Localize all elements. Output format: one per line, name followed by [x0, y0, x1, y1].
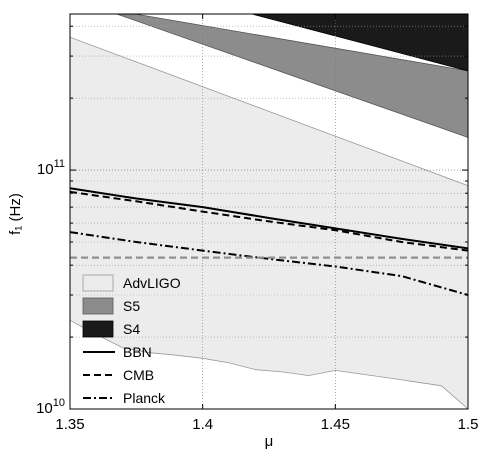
legend-label-advligo: AdvLIGO — [123, 275, 181, 291]
series-line-bbn — [70, 187, 468, 250]
x-axis-label: μ — [265, 433, 274, 450]
legend-swatch-advligo — [82, 274, 114, 292]
region-s4 — [251, 14, 468, 72]
legend-swatch-s5 — [82, 297, 114, 315]
y-tick-label: 1010 — [36, 397, 65, 417]
legend-label-bbn: BBN — [123, 344, 152, 360]
legend: AdvLIGO S5 S4 BBN CMB Planck — [82, 274, 181, 406]
x-tick-label: 1.4 — [192, 416, 213, 433]
x-tick-label: 1.35 — [55, 416, 84, 433]
series-line-cmb — [70, 190, 468, 252]
ticks-layer: 1.35 1.4 1.45 1.5 1010 1011 — [36, 14, 478, 433]
grid-layer — [70, 14, 468, 409]
x-tick-label: 1.5 — [458, 416, 479, 433]
legend-swatch-s4 — [82, 320, 114, 338]
y-tick-label: 1011 — [37, 158, 65, 178]
y-axis-label: f₁ (Hz) — [7, 193, 24, 235]
region-s5 — [116, 14, 468, 138]
x-tick-label: 1.45 — [321, 416, 350, 433]
legend-label-planck: Planck — [123, 390, 166, 406]
legend-label-s4: S4 — [123, 321, 140, 337]
series-line-planck — [70, 231, 468, 296]
legend-label-s5: S5 — [123, 298, 140, 314]
plot-frame — [69, 13, 469, 410]
series-layer — [70, 187, 468, 296]
legend-label-cmb: CMB — [123, 367, 154, 383]
